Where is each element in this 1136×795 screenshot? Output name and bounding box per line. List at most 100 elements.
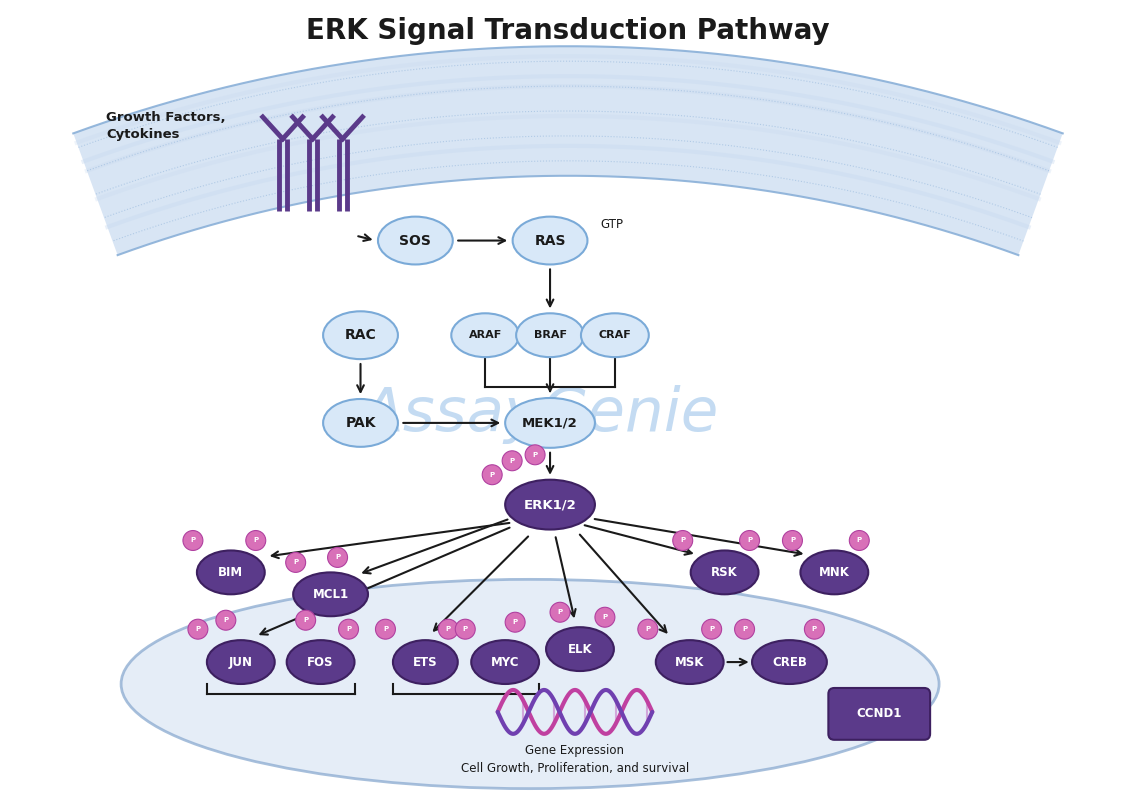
Text: P: P (293, 560, 299, 565)
Text: P: P (747, 537, 752, 544)
Text: Growth Factors,
Cytokines: Growth Factors, Cytokines (106, 111, 226, 141)
Text: Cell Growth, Proliferation, and survival: Cell Growth, Proliferation, and survival (461, 762, 690, 774)
Text: RAS: RAS (534, 234, 566, 247)
Circle shape (456, 619, 475, 639)
Circle shape (376, 619, 395, 639)
Circle shape (506, 612, 525, 632)
Text: SOS: SOS (400, 234, 432, 247)
Circle shape (525, 445, 545, 465)
Text: P: P (224, 617, 228, 623)
Text: P: P (490, 471, 495, 478)
Text: GTP: GTP (600, 218, 623, 231)
Text: Gene Expression: Gene Expression (526, 744, 625, 757)
Text: P: P (195, 626, 200, 632)
Text: P: P (303, 617, 308, 623)
Text: P: P (790, 537, 795, 544)
Text: ETS: ETS (414, 656, 437, 669)
Ellipse shape (546, 627, 613, 671)
Circle shape (740, 530, 760, 550)
Text: BIM: BIM (218, 566, 243, 579)
Text: P: P (335, 554, 340, 560)
Text: ELK: ELK (568, 642, 592, 656)
Ellipse shape (580, 313, 649, 357)
Text: P: P (383, 626, 389, 632)
Text: P: P (602, 615, 608, 620)
Ellipse shape (516, 313, 584, 357)
Circle shape (339, 619, 359, 639)
Ellipse shape (691, 550, 759, 595)
Text: CREB: CREB (772, 656, 807, 669)
Circle shape (735, 619, 754, 639)
Text: ERK Signal Transduction Pathway: ERK Signal Transduction Pathway (307, 17, 829, 45)
Text: P: P (645, 626, 651, 632)
Circle shape (502, 451, 523, 471)
Circle shape (438, 619, 458, 639)
Circle shape (245, 530, 266, 550)
Text: P: P (191, 537, 195, 544)
Circle shape (804, 619, 825, 639)
Text: P: P (346, 626, 351, 632)
Ellipse shape (451, 313, 519, 357)
Ellipse shape (197, 550, 265, 595)
Text: RAC: RAC (344, 328, 376, 342)
Ellipse shape (323, 312, 398, 359)
Text: P: P (462, 626, 468, 632)
Text: MCL1: MCL1 (312, 588, 349, 601)
Text: P: P (857, 537, 862, 544)
Ellipse shape (512, 216, 587, 265)
Circle shape (482, 465, 502, 485)
Ellipse shape (323, 399, 398, 447)
Text: P: P (533, 452, 537, 458)
Text: ERK1/2: ERK1/2 (524, 498, 576, 511)
Circle shape (550, 603, 570, 622)
Circle shape (637, 619, 658, 639)
Text: CRAF: CRAF (599, 330, 632, 340)
Ellipse shape (506, 398, 595, 448)
Ellipse shape (393, 640, 458, 684)
Ellipse shape (752, 640, 827, 684)
Text: P: P (253, 537, 258, 544)
Text: P: P (709, 626, 715, 632)
Circle shape (187, 619, 208, 639)
Circle shape (595, 607, 615, 627)
Text: ARAF: ARAF (468, 330, 502, 340)
Text: P: P (510, 458, 515, 463)
Ellipse shape (801, 550, 868, 595)
Ellipse shape (293, 572, 368, 616)
Circle shape (327, 548, 348, 568)
Text: JUN: JUN (228, 656, 253, 669)
Text: P: P (742, 626, 747, 632)
Ellipse shape (378, 216, 453, 265)
Text: CCND1: CCND1 (857, 708, 902, 720)
Ellipse shape (207, 640, 275, 684)
Ellipse shape (122, 580, 939, 789)
Circle shape (216, 611, 236, 630)
Ellipse shape (286, 640, 354, 684)
FancyBboxPatch shape (828, 688, 930, 740)
Circle shape (285, 553, 306, 572)
Circle shape (295, 611, 316, 630)
Circle shape (783, 530, 802, 550)
Text: RSK: RSK (711, 566, 738, 579)
Circle shape (850, 530, 869, 550)
Text: P: P (812, 626, 817, 632)
Polygon shape (74, 46, 1062, 255)
Text: MYC: MYC (491, 656, 519, 669)
Text: FOS: FOS (308, 656, 334, 669)
Circle shape (183, 530, 203, 550)
Text: MEK1/2: MEK1/2 (523, 417, 578, 429)
Text: MNK: MNK (819, 566, 850, 579)
Ellipse shape (506, 479, 595, 529)
Text: Assay: Assay (361, 386, 540, 444)
Text: BRAF: BRAF (534, 330, 567, 340)
Text: P: P (512, 619, 518, 625)
Text: P: P (680, 537, 685, 544)
Text: PAK: PAK (345, 416, 376, 430)
Text: MSK: MSK (675, 656, 704, 669)
Text: P: P (558, 609, 562, 615)
Circle shape (702, 619, 721, 639)
Text: Genie: Genie (540, 386, 718, 444)
Ellipse shape (655, 640, 724, 684)
Ellipse shape (471, 640, 540, 684)
Text: P: P (445, 626, 451, 632)
